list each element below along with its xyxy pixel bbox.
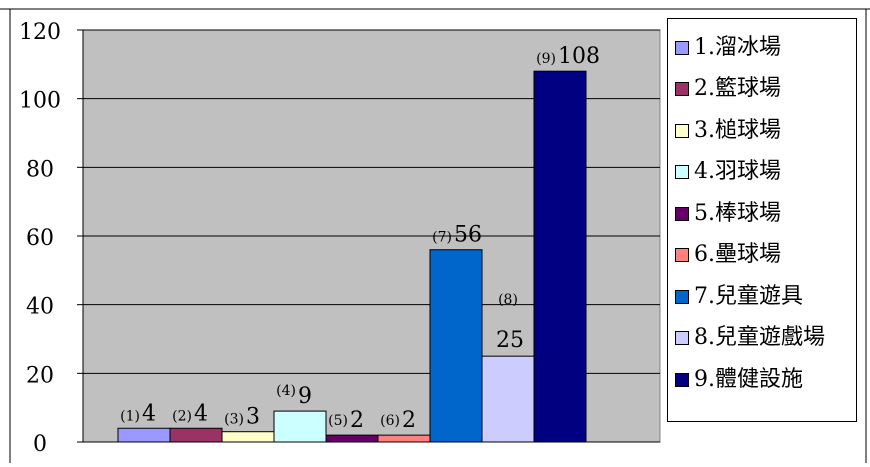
legend-swatch xyxy=(675,206,689,221)
bar xyxy=(117,427,171,443)
bar xyxy=(169,427,223,443)
legend-item: 1.溜冰場 xyxy=(675,27,856,69)
y-tick-label: 100 xyxy=(19,89,61,114)
data-label-index: (4) xyxy=(276,383,296,399)
y-tick-label: 0 xyxy=(33,432,47,457)
legend-label: 1.溜冰場 xyxy=(694,34,781,60)
legend-label: 4.羽球場 xyxy=(694,159,781,185)
data-label-value: 56 xyxy=(454,223,482,248)
legend-item: 3.槌球場 xyxy=(675,110,856,152)
data-label-index: (6) xyxy=(380,413,400,429)
data-label-index: (1) xyxy=(120,408,140,424)
legend-swatch xyxy=(675,40,689,55)
legend-label: 6.壘球場 xyxy=(694,242,781,268)
data-label-value: 9 xyxy=(298,384,312,409)
data-label-value: 25 xyxy=(496,328,524,353)
bar xyxy=(273,410,327,443)
data-label-value: 2 xyxy=(402,408,416,433)
legend-swatch xyxy=(675,82,689,97)
legend-item: 9.體健設施 xyxy=(675,359,856,401)
legend-swatch xyxy=(675,289,689,304)
data-label-value: 4 xyxy=(194,401,208,426)
bar xyxy=(221,431,275,443)
legend-item: 6.壘球場 xyxy=(675,235,856,277)
legend-label: 8.兒童遊戲場 xyxy=(694,325,825,351)
legend-item: 5.棒球場 xyxy=(675,193,856,235)
bar xyxy=(377,434,431,443)
legend-item: 8.兒童遊戲場 xyxy=(675,318,856,360)
legend-label: 9.體健設施 xyxy=(694,366,803,392)
data-label-index: (7) xyxy=(432,230,452,246)
legend-item: 2.籃球場 xyxy=(675,69,856,111)
data-label-index: (8) xyxy=(498,292,518,308)
legend-swatch xyxy=(675,372,689,387)
data-label-value: 4 xyxy=(142,401,156,426)
legend-label: 7.兒童遊具 xyxy=(694,283,803,309)
data-label-index: (3) xyxy=(224,412,244,428)
data-label-value: 3 xyxy=(246,405,260,430)
data-label-value: 2 xyxy=(350,408,364,433)
y-axis-ticks: 0 20 40 60 80 100 120 xyxy=(19,20,83,457)
data-label-index: (2) xyxy=(172,408,192,424)
bar xyxy=(481,355,535,443)
legend-label: 5.棒球場 xyxy=(694,200,781,226)
legend-swatch xyxy=(675,123,689,138)
y-tick-label: 60 xyxy=(26,226,54,251)
legend-swatch xyxy=(675,248,689,263)
data-labels: (1) 4 (2) 4 (3) 3(4) 9(5) 2 (6) 2(7) 56(8)25(9) 108 xyxy=(120,44,600,433)
bar xyxy=(325,434,379,443)
legend-label: 3.槌球場 xyxy=(694,117,781,143)
bar xyxy=(533,70,587,443)
bar xyxy=(429,249,483,443)
bars xyxy=(117,70,587,443)
data-label-index: (5) xyxy=(328,413,348,429)
legend: 1.溜冰場 2.籃球場 3.槌球場 4.羽球場 5.棒球場 6.壘球場 7.兒童遊具 8.兒童… xyxy=(667,18,857,422)
data-label-index: (9) xyxy=(536,51,556,67)
y-tick-label: 20 xyxy=(26,363,54,388)
legend-swatch xyxy=(675,165,689,180)
legend-item: 4.羽球場 xyxy=(675,152,856,194)
y-tick-label: 80 xyxy=(26,157,54,182)
y-tick-label: 40 xyxy=(26,295,54,320)
legend-label: 2.籃球場 xyxy=(694,76,781,102)
legend-swatch xyxy=(675,331,689,346)
data-label-value: 108 xyxy=(558,44,600,69)
legend-item: 7.兒童遊具 xyxy=(675,276,856,318)
y-tick-label: 120 xyxy=(19,20,61,45)
